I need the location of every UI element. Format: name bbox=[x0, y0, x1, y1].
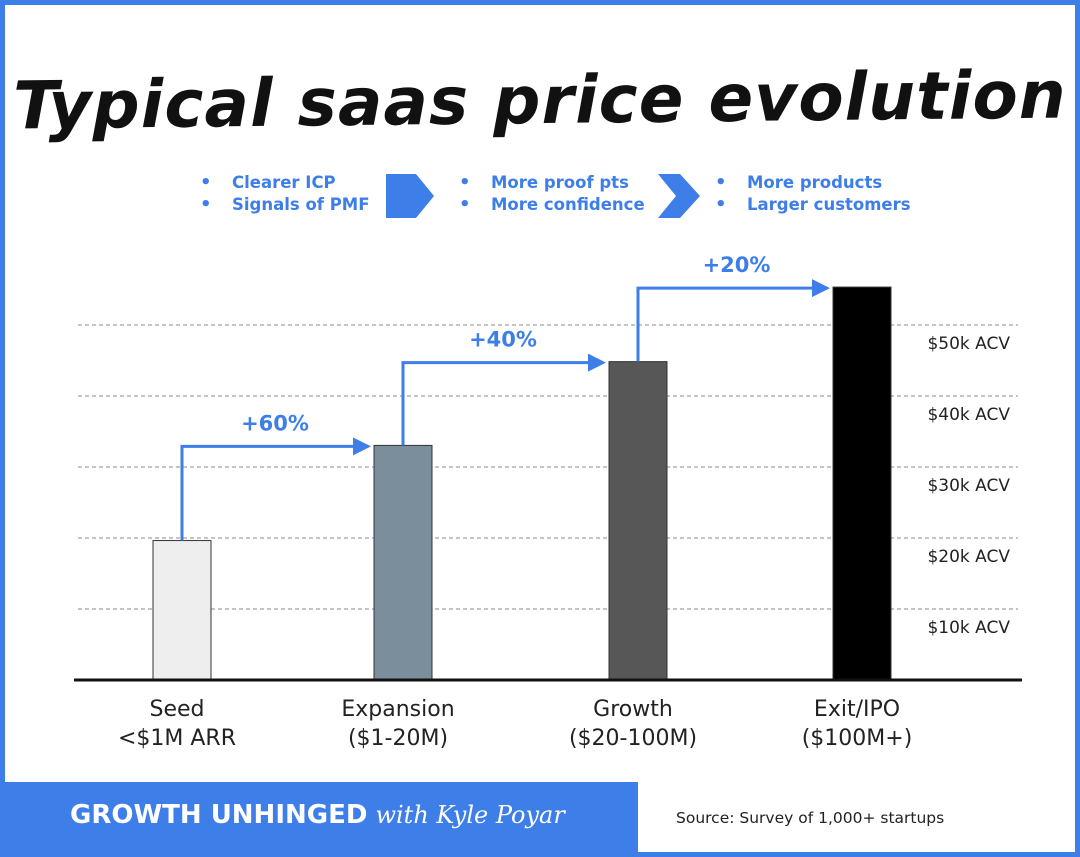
driver-bullet: Clearer ICP bbox=[200, 172, 370, 194]
x-category-sublabel: ($100M+) bbox=[802, 726, 913, 751]
bar-growth bbox=[608, 361, 668, 680]
driver-bullet: More confidence bbox=[459, 194, 645, 216]
x-category-label: Exit/IPO bbox=[814, 697, 900, 722]
growth-label: +40% bbox=[469, 328, 537, 352]
growth-step-arrow bbox=[401, 353, 606, 446]
chevron-arrow-icon bbox=[658, 174, 700, 218]
x-category-sublabel: ($20-100M) bbox=[569, 726, 697, 751]
y-tick-label: $50k ACV bbox=[927, 334, 1010, 354]
driver-bullet: More proof pts bbox=[459, 172, 645, 194]
driver-bullet: Signals of PMF bbox=[200, 194, 370, 216]
growth-drivers: Clearer ICP Signals of PMF More proof pt… bbox=[0, 170, 1080, 230]
bar-seed bbox=[152, 540, 212, 680]
x-category-sublabel: ($1-20M) bbox=[348, 726, 448, 751]
footer-band bbox=[0, 782, 638, 857]
driver-group-seed: Clearer ICP Signals of PMF bbox=[200, 172, 370, 216]
growth-label: +20% bbox=[703, 253, 771, 277]
driver-bullet: Larger customers bbox=[715, 194, 911, 216]
x-category-label: Expansion bbox=[341, 697, 454, 722]
x-category-label: Seed bbox=[150, 697, 205, 722]
y-tick-label: $40k ACV bbox=[927, 405, 1010, 425]
growth-label: +60% bbox=[241, 411, 309, 435]
y-tick-label: $20k ACV bbox=[927, 547, 1010, 567]
x-category-sublabel: <$1M ARR bbox=[118, 726, 236, 751]
growth-step-arrow bbox=[636, 279, 830, 362]
acv-bar-chart: $10k ACV $20k ACV $30k ACV $40k ACV $50k ACV… bbox=[74, 253, 1022, 751]
brand-name: GROWTH UNHINGED bbox=[70, 800, 368, 830]
source-note: Source: Survey of 1,000+ startups bbox=[676, 809, 945, 827]
brand-suffix: with Kyle Poyar bbox=[375, 801, 565, 829]
brand-logo: GROWTH UNHINGED with Kyle Poyar bbox=[70, 800, 565, 830]
driver-group-expansion: More proof pts More confidence bbox=[459, 172, 645, 216]
driver-group-growth: More products Larger customers bbox=[715, 172, 911, 216]
chevron-arrow-icon bbox=[386, 174, 434, 218]
bar-exitipo bbox=[832, 286, 892, 680]
growth-step-arrow bbox=[180, 437, 371, 541]
bar-expansion bbox=[373, 444, 433, 680]
y-tick-label: $10k ACV bbox=[927, 618, 1010, 638]
driver-bullet: More products bbox=[715, 172, 911, 194]
y-tick-label: $30k ACV bbox=[927, 476, 1010, 496]
x-category-label: Growth bbox=[593, 697, 673, 722]
